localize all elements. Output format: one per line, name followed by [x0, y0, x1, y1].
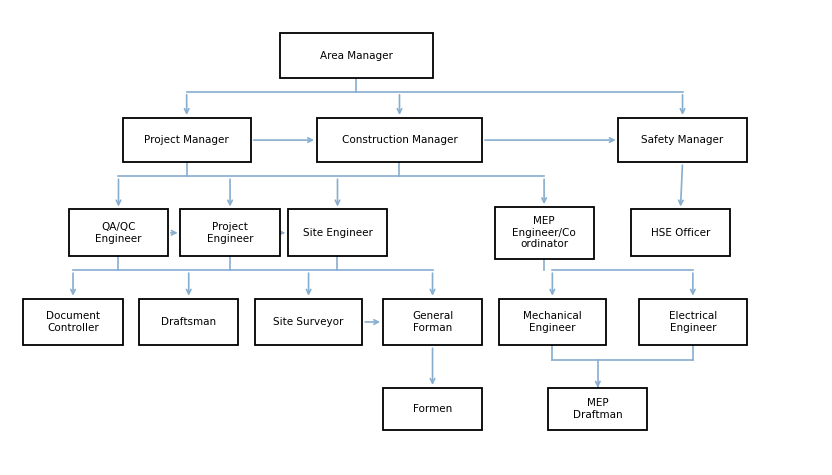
FancyBboxPatch shape [122, 118, 250, 162]
Text: MEP
Engineer/Co
ordinator: MEP Engineer/Co ordinator [513, 216, 576, 249]
FancyBboxPatch shape [139, 298, 238, 345]
Text: General
Forman: General Forman [412, 311, 453, 333]
Text: Document
Controller: Document Controller [46, 311, 100, 333]
FancyBboxPatch shape [317, 118, 482, 162]
Text: Construction Manager: Construction Manager [342, 135, 458, 145]
FancyBboxPatch shape [498, 298, 606, 345]
FancyBboxPatch shape [69, 209, 168, 256]
FancyBboxPatch shape [23, 298, 122, 345]
FancyBboxPatch shape [548, 388, 647, 430]
Text: Draftsman: Draftsman [161, 317, 216, 327]
Text: Safety Manager: Safety Manager [641, 135, 724, 145]
Text: Site Surveyor: Site Surveyor [274, 317, 344, 327]
FancyBboxPatch shape [255, 298, 362, 345]
Text: Project
Engineer: Project Engineer [207, 222, 253, 244]
FancyBboxPatch shape [639, 298, 746, 345]
Text: QA/QC
Engineer: QA/QC Engineer [95, 222, 141, 244]
Text: HSE Officer: HSE Officer [651, 228, 711, 238]
FancyBboxPatch shape [288, 209, 387, 256]
FancyBboxPatch shape [618, 118, 746, 162]
Text: MEP
Draftman: MEP Draftman [573, 398, 622, 419]
FancyBboxPatch shape [631, 209, 730, 256]
FancyBboxPatch shape [494, 207, 594, 258]
FancyBboxPatch shape [280, 33, 433, 78]
Text: Mechanical
Engineer: Mechanical Engineer [523, 311, 582, 333]
Text: Project Manager: Project Manager [144, 135, 229, 145]
FancyBboxPatch shape [383, 388, 482, 430]
FancyBboxPatch shape [181, 209, 280, 256]
Text: Electrical
Engineer: Electrical Engineer [669, 311, 717, 333]
Text: Formen: Formen [413, 404, 452, 414]
Text: Area Manager: Area Manager [319, 51, 393, 61]
FancyBboxPatch shape [383, 298, 482, 345]
Text: Site Engineer: Site Engineer [303, 228, 373, 238]
